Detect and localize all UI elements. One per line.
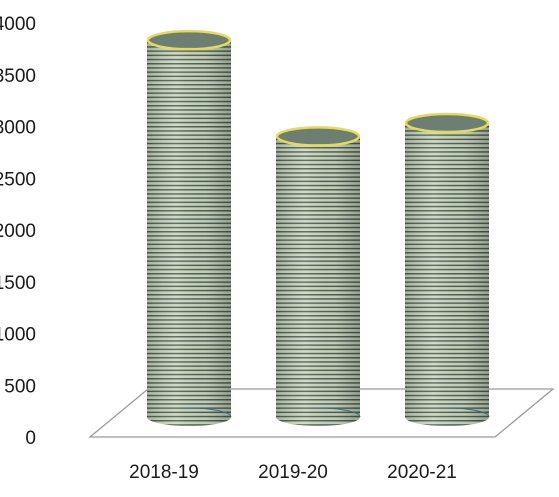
x-tick-label: 2019-20	[258, 462, 328, 483]
bar-top-cap	[404, 112, 490, 134]
y-tick-label: 0	[25, 428, 36, 449]
bar-shade	[276, 136, 360, 426]
bar-base-rim	[404, 407, 490, 427]
y-tick-label: 2000	[0, 221, 36, 242]
y-tick-label: 1000	[0, 325, 36, 346]
bar-2019-20	[275, 126, 361, 427]
y-tick-label: 2500	[0, 169, 36, 190]
bar-base-rim	[275, 407, 361, 427]
x-axis: 2018-19 2019-20 2020-21	[129, 462, 457, 483]
bar-top-cap	[275, 126, 361, 147]
x-tick-label: 2018-19	[129, 462, 199, 483]
x-tick-label: 2020-21	[387, 462, 457, 483]
bar-base-rim	[146, 407, 232, 427]
bar-2018-19	[146, 29, 232, 427]
bar-series	[146, 29, 490, 427]
bar-2020-21	[404, 112, 490, 427]
chart-floor	[88, 388, 555, 438]
y-tick-label: 1500	[0, 273, 36, 294]
y-tick-label: 3500	[0, 66, 36, 87]
bar-shade	[147, 40, 231, 427]
bar-shade	[405, 122, 489, 426]
y-tick-label: 3000	[0, 118, 36, 139]
bar-top-cap	[146, 29, 232, 51]
y-tick-label: 4000	[0, 14, 36, 35]
y-tick-label: 500	[4, 376, 36, 397]
y-axis: 0 500 1000 1500 2000 2500 3000 3500 4000	[0, 14, 36, 449]
